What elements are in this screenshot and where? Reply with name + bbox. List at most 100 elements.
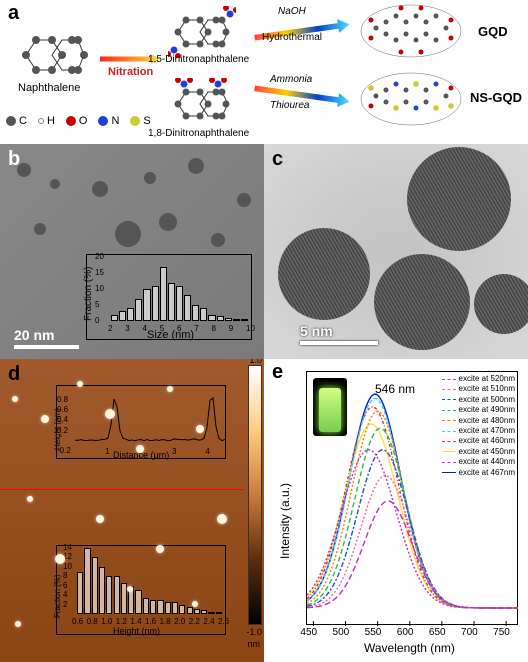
legend-text: excite at 480nm xyxy=(459,416,515,426)
legend-swatch xyxy=(442,472,456,473)
lattice-particle xyxy=(474,274,528,334)
tick: 2.0 xyxy=(174,617,185,626)
afm-particle xyxy=(27,496,33,502)
afm-colorbar xyxy=(248,365,262,625)
hist-bar xyxy=(157,600,163,614)
nsgqd-label: NS-GQD xyxy=(470,90,522,105)
tick: 0.2 xyxy=(57,426,68,435)
hist-bar xyxy=(84,548,90,614)
tick: 6 xyxy=(177,324,181,333)
x-tick: 600 xyxy=(397,627,414,638)
tick: 2 xyxy=(63,600,67,609)
tick: 10 xyxy=(95,284,104,293)
tem-particle xyxy=(237,193,251,207)
tem-particle xyxy=(115,221,141,247)
tick: 1.6 xyxy=(145,617,156,626)
tick: -0.2 xyxy=(57,446,71,455)
tick: 9 xyxy=(229,324,233,333)
tick: 2.2 xyxy=(189,617,200,626)
legend-text: excite at 460nm xyxy=(459,436,515,446)
lattice-particle xyxy=(407,147,511,251)
spectrum-chart: 546 nm excite at 520nmexcite at 510nmexc… xyxy=(306,371,518,625)
afm-particle xyxy=(127,586,133,592)
legend-text: excite at 500nm xyxy=(459,395,515,405)
legend-text: excite at 467nm xyxy=(459,468,515,478)
hist-bar xyxy=(208,315,215,321)
tick: 1.8 xyxy=(160,617,171,626)
legend-swatch xyxy=(442,379,456,380)
hist-bar xyxy=(77,572,83,614)
hist-bar xyxy=(216,612,222,614)
afm-particle xyxy=(217,514,227,524)
tick: 0 xyxy=(95,316,99,325)
legend-item: excite at 480nm xyxy=(442,416,515,426)
hist-bar xyxy=(119,311,126,321)
tick: 15 xyxy=(95,268,104,277)
tem-particle xyxy=(211,233,225,247)
naphthalene-structure xyxy=(16,30,94,80)
hist-bar xyxy=(241,319,248,321)
tick: 4 xyxy=(143,324,147,333)
atom-dot-c xyxy=(6,116,16,126)
scale-text-b: 20 nm xyxy=(14,327,54,343)
tick: 2.6 xyxy=(218,617,229,626)
hist-bar xyxy=(194,609,200,614)
hist-bar xyxy=(111,315,118,321)
hist-bar xyxy=(152,286,159,321)
hist-bar xyxy=(150,600,156,614)
atom-dot-o xyxy=(66,116,76,126)
atom-label-h: H xyxy=(47,115,55,127)
legend-swatch xyxy=(442,389,456,390)
x-axis-label: Wavelength (nm) xyxy=(364,641,455,655)
scale-bar-c xyxy=(300,341,378,345)
dinitro18-label: 1,8-Dinitronaphthalene xyxy=(148,128,249,139)
gqd-label: GQD xyxy=(478,24,508,39)
hist-bar xyxy=(135,299,142,321)
afm-particle xyxy=(12,396,18,402)
tick: 5 xyxy=(160,324,164,333)
y-axis-label: Intensity (a.u.) xyxy=(278,483,292,559)
afm-particle xyxy=(167,386,173,392)
tick: 10 xyxy=(246,324,255,333)
legend-text: excite at 440nm xyxy=(459,457,515,467)
x-tick: 550 xyxy=(365,627,382,638)
hist-bar xyxy=(143,598,149,615)
legend-text: excite at 510nm xyxy=(459,384,515,394)
hist-bar xyxy=(106,576,112,614)
hist-bar xyxy=(179,605,185,614)
hist-bar xyxy=(176,286,183,321)
tick: 8 xyxy=(212,324,216,333)
hist-bar xyxy=(184,295,191,321)
atom-legend: CHONS xyxy=(6,115,159,127)
panel-d-label: d xyxy=(8,363,20,386)
legend-text: excite at 520nm xyxy=(459,374,515,384)
tick: 4 xyxy=(63,590,67,599)
tick: 1.4 xyxy=(130,617,141,626)
scale-text-c: 5 nm xyxy=(300,323,333,339)
hist-b-xlabel: Size (nm) xyxy=(147,329,194,341)
legend-swatch xyxy=(442,431,456,432)
hist-bar xyxy=(160,267,167,321)
tick: 2 xyxy=(108,324,112,333)
tick: 1 xyxy=(105,447,109,456)
legend-item: excite at 490nm xyxy=(442,405,515,415)
hist-bar xyxy=(233,319,240,321)
tick: 14 xyxy=(63,543,72,552)
panel-a-scheme: a Naphthalene Nitration 1,5-Dinitronapht… xyxy=(0,0,528,144)
cb-min: -1.0 xyxy=(246,627,262,637)
legend-item: excite at 520nm xyxy=(442,374,515,384)
afm-particle xyxy=(136,445,144,453)
tem-particle xyxy=(159,213,177,231)
lattice-particle xyxy=(278,228,370,320)
tick: 1.2 xyxy=(116,617,127,626)
legend-swatch xyxy=(442,451,456,452)
hist-bar xyxy=(201,610,207,614)
legend-text: excite at 470nm xyxy=(459,426,515,436)
atom-dot-s xyxy=(130,116,140,126)
tick: 0.8 xyxy=(87,617,98,626)
atom-label-c: C xyxy=(19,115,27,127)
tem-particle xyxy=(144,172,156,184)
hist-bar xyxy=(217,316,224,321)
hist-bar xyxy=(187,607,193,614)
legend-swatch xyxy=(442,462,456,463)
